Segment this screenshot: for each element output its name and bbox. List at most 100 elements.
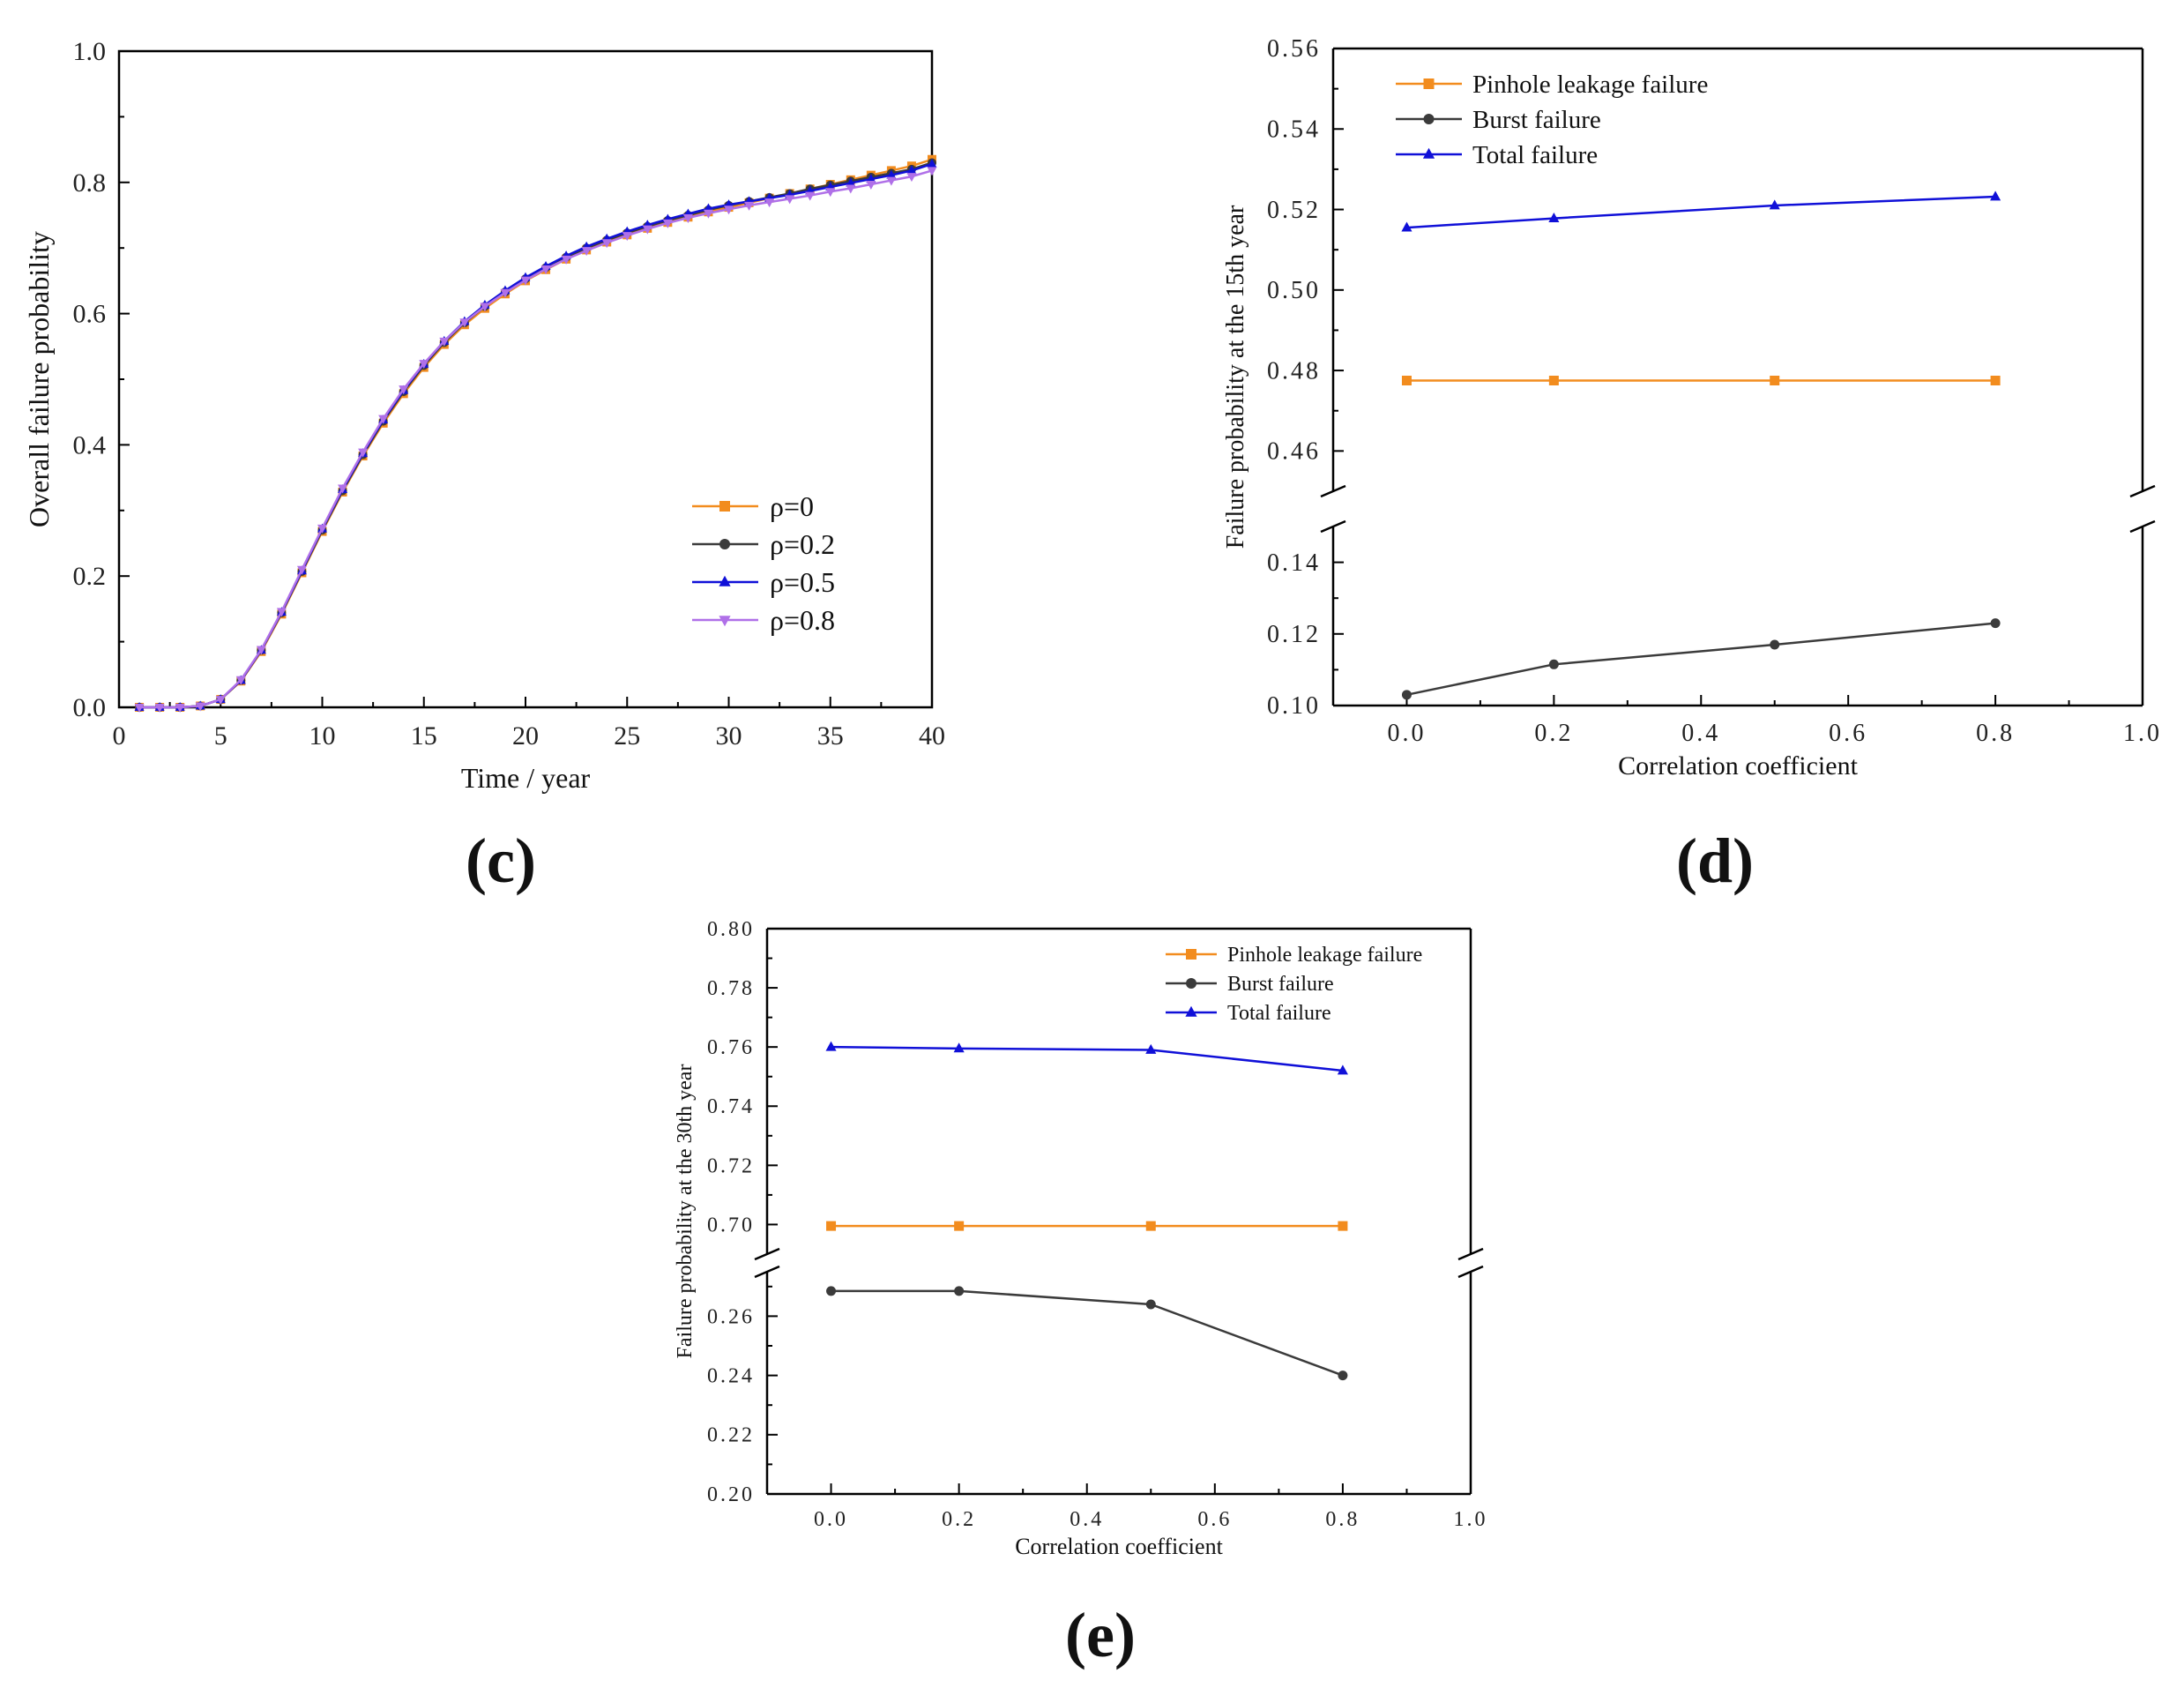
- data-point-1: [826, 1286, 837, 1296]
- axis-break-mark: [754, 1265, 780, 1279]
- y-tick-label: 0.56: [1267, 35, 1321, 63]
- data-point-0: [1401, 376, 1412, 385]
- data-point-3: [439, 337, 450, 347]
- legend-label: ρ=0.2: [770, 528, 835, 560]
- series-line-2: [831, 1045, 1344, 1072]
- y-tick-label: 0.74: [707, 1095, 755, 1118]
- data-point-3: [378, 415, 389, 424]
- y-tick-label: 1.0: [73, 37, 107, 66]
- data-point-3: [195, 702, 205, 712]
- x-tick-label: 5: [214, 721, 227, 751]
- x-tick-label: 0.6: [1197, 1508, 1232, 1531]
- data-point-3: [601, 239, 612, 249]
- legend-label: Total failure: [1472, 141, 1598, 169]
- data-point-2: [886, 169, 897, 179]
- y-tick-label: 0.70: [707, 1214, 755, 1236]
- data-point-3: [622, 232, 632, 242]
- x-tick-label: 0.4: [1070, 1508, 1104, 1531]
- legend-label: Pinhole leakage failure: [1472, 71, 1708, 99]
- data-point-3: [744, 201, 755, 211]
- y-tick-label: 0.52: [1267, 197, 1321, 224]
- x-tick-label: 1.0: [1454, 1508, 1488, 1531]
- axis-break-mark: [2129, 519, 2156, 534]
- axis-break-mark: [1320, 484, 1346, 498]
- data-point-3: [276, 608, 287, 617]
- legend-label: Burst failure: [1227, 973, 1334, 996]
- data-point-1: [954, 1286, 965, 1296]
- data-point-3: [134, 704, 145, 713]
- data-point-3: [561, 255, 571, 265]
- x-axis-label: Time / year: [461, 762, 591, 794]
- x-tick-label: 0.2: [1534, 720, 1573, 747]
- data-point-1: [1145, 1299, 1156, 1310]
- panel-label-e: (e): [1065, 1600, 1136, 1670]
- data-point-0: [1770, 376, 1780, 385]
- legend-label: Burst failure: [1472, 106, 1601, 134]
- x-axis-label: Correlation coefficient: [1618, 751, 1858, 781]
- data-point-3: [175, 704, 185, 713]
- x-tick-label: 0.2: [942, 1508, 976, 1531]
- y-tick-label: 0.12: [1267, 621, 1321, 648]
- data-point-3: [480, 302, 490, 312]
- data-point-3: [682, 213, 693, 223]
- y-tick-label: 0.46: [1267, 438, 1321, 466]
- data-point-2: [1145, 1043, 1157, 1054]
- legend-marker: [719, 539, 730, 549]
- data-point-3: [215, 696, 226, 706]
- x-tick-label: 0.4: [1681, 720, 1720, 747]
- x-tick-label: 0.8: [1976, 720, 2015, 747]
- x-tick-label: 25: [614, 721, 640, 751]
- series-line-1: [1406, 622, 1996, 697]
- data-point-3: [846, 184, 856, 194]
- y-tick-label: 0.10: [1267, 692, 1321, 720]
- data-point-3: [662, 219, 673, 228]
- y-tick-label: 0.72: [707, 1154, 755, 1177]
- legend-label: ρ=0.8: [770, 604, 835, 636]
- y-tick-label: 0.4: [73, 430, 107, 459]
- y-tick-label: 0.24: [707, 1365, 755, 1388]
- legend-label: ρ=0: [770, 490, 814, 522]
- data-point-0: [954, 1221, 965, 1231]
- data-point-2: [1337, 1064, 1348, 1075]
- y-tick-label: 0.26: [707, 1305, 755, 1328]
- legend-marker: [1185, 1005, 1197, 1017]
- y-tick-label: 0.22: [707, 1424, 755, 1447]
- data-point-3: [764, 198, 775, 208]
- data-point-2: [1769, 199, 1780, 210]
- legend-label: Total failure: [1227, 1002, 1331, 1025]
- data-point-3: [927, 167, 937, 176]
- data-point-3: [256, 646, 266, 655]
- legend-marker: [1423, 78, 1435, 89]
- x-tick-label: 0.0: [814, 1508, 848, 1531]
- data-point-1: [1338, 1371, 1348, 1381]
- legend-marker: [1186, 949, 1196, 960]
- data-point-3: [399, 385, 409, 395]
- x-tick-label: 0.0: [1387, 720, 1426, 747]
- data-point-1: [1401, 690, 1412, 700]
- x-tick-label: 20: [512, 721, 539, 751]
- data-point-3: [500, 288, 511, 298]
- data-point-3: [296, 565, 307, 575]
- data-point-1: [1548, 659, 1559, 669]
- chart-e-30th-year: 0.0 0.2 0.4 0.6 0.8 1.0 0.70 0.72 0.74 0.76 0.78 0.…: [674, 918, 1488, 1559]
- legend-label: ρ=0.5: [770, 566, 835, 598]
- x-tick-label: 0.8: [1325, 1508, 1360, 1531]
- y-tick-label: 0.48: [1267, 357, 1321, 385]
- x-axis-label: Correlation coefficient: [1015, 1534, 1223, 1559]
- data-point-2: [953, 1042, 965, 1053]
- data-point-0: [1548, 376, 1559, 385]
- chart-c-overall-failure: 0 5 10 15 20 25 30 35 40 0.0 0.2 0.4 0.6 0.8 1.0 Time /…: [23, 37, 945, 794]
- y-tick-label: 0.0: [73, 693, 107, 722]
- series-line-3: [139, 169, 933, 709]
- x-tick-label: 40: [919, 721, 945, 751]
- axis-break-mark: [1457, 1265, 1484, 1279]
- x-tick-label: 15: [411, 721, 437, 751]
- legend-label: Pinhole leakage failure: [1227, 944, 1422, 967]
- data-point-3: [825, 188, 836, 198]
- data-point-3: [642, 225, 652, 235]
- data-point-3: [785, 195, 795, 205]
- data-point-2: [1548, 212, 1560, 222]
- y-tick-label: 0.80: [707, 918, 755, 941]
- data-point-2: [866, 174, 876, 183]
- data-point-3: [459, 318, 470, 328]
